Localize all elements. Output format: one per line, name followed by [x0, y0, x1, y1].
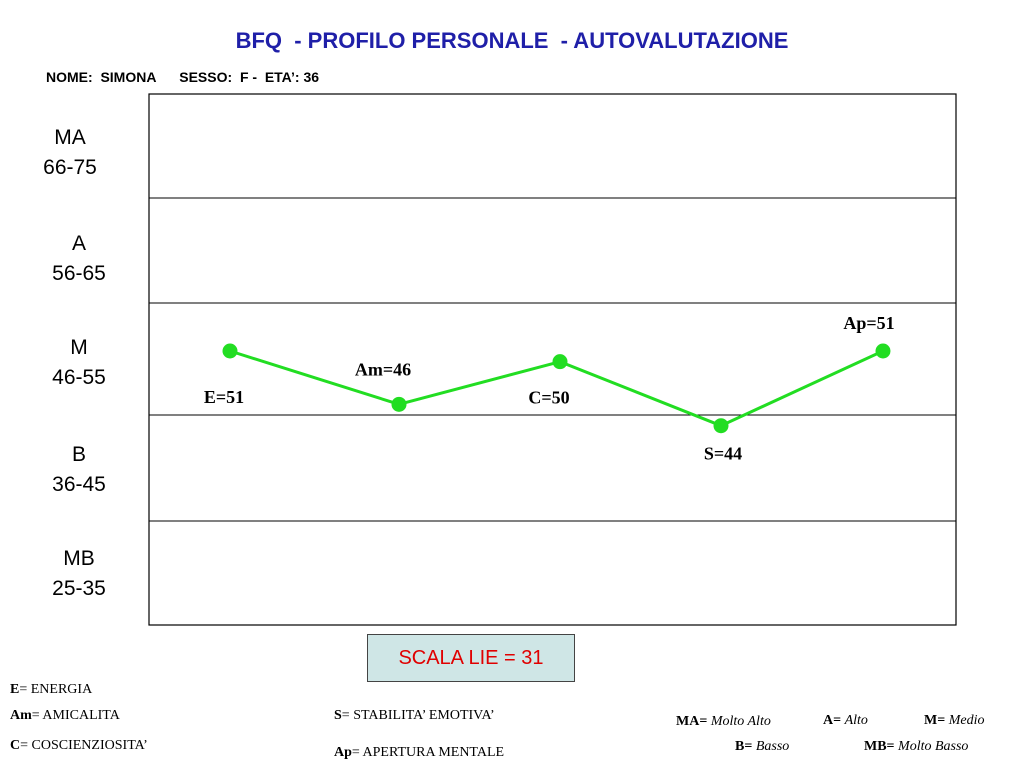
band-code: B	[71, 443, 86, 466]
legend-text: Alto	[844, 713, 868, 728]
legend-abbr: M=	[924, 713, 946, 728]
legend-text: = COSCIENZIOSITA’	[20, 738, 148, 753]
legend-level-a: A= Alto	[823, 713, 868, 729]
legend-item-s: S= STABILITA’ EMOTIVA’	[334, 708, 495, 724]
data-point-c	[552, 354, 568, 370]
legend-abbr: C	[10, 738, 21, 753]
legend-item-e: E= ENERGIA	[10, 682, 92, 698]
data-label-c: C=50	[528, 388, 569, 408]
legend-text: = APERTURA MENTALE	[351, 745, 505, 760]
legend-abbr: MA=	[676, 714, 708, 729]
data-label-s: S=44	[704, 444, 742, 464]
chart-frame	[148, 93, 957, 626]
legend-level-b: B= Basso	[735, 739, 789, 755]
subject-info: NOME: SIMONA SESSO: F - ETA’: 36	[46, 69, 320, 85]
legend-text: Molto Alto	[710, 714, 771, 729]
band-range: 36-45	[52, 473, 106, 496]
data-point-e	[222, 343, 238, 359]
legend-level-ma: MA= Molto Alto	[676, 714, 771, 730]
legend-level-m: M= Medio	[924, 713, 984, 729]
legend-abbr: B=	[735, 739, 753, 754]
legend-abbr: Ap	[334, 745, 352, 760]
band-label-mb: MB 25-35	[29, 544, 129, 604]
band-label-m: M 46-55	[29, 333, 129, 393]
data-label-ap: Ap=51	[843, 313, 894, 333]
band-range: 46-55	[52, 366, 106, 389]
legend-text: = AMICALITA	[31, 708, 120, 723]
band-code: A	[71, 232, 86, 255]
legend-item-c: C= COSCIENZIOSITA’	[10, 738, 148, 754]
data-point-am	[391, 396, 407, 412]
legend-abbr: S	[334, 708, 342, 723]
band-range: 66-75	[43, 156, 97, 179]
legend-text: Medio	[948, 713, 985, 728]
data-label-am: Am=46	[355, 359, 411, 379]
legend-abbr: Am	[10, 708, 32, 723]
band-code: MA	[54, 126, 86, 149]
legend-text: Basso	[755, 739, 790, 754]
data-point-ap	[875, 343, 891, 359]
page-title: BFQ - PROFILO PERSONALE - AUTOVALUTAZION…	[235, 28, 789, 53]
band-label-a: A 56-65	[29, 229, 129, 289]
legend-text: = ENERGIA	[19, 682, 93, 697]
legend-text: = STABILITA’ EMOTIVA’	[341, 708, 495, 723]
band-code: M	[70, 336, 88, 359]
band-code: MB	[63, 547, 95, 570]
legend-text: Molto Basso	[898, 739, 969, 754]
data-point-s	[713, 418, 729, 434]
scala-lie-box: SCALA LIE = 31	[367, 634, 575, 682]
legend-abbr: MB=	[864, 739, 895, 754]
legend-item-am: Am= AMICALITA	[10, 708, 120, 724]
legend-abbr: E	[10, 682, 20, 697]
band-label-ma: MA 66-75	[20, 123, 120, 183]
legend-abbr: A=	[823, 713, 842, 728]
data-label-e: E=51	[204, 387, 244, 407]
band-range: 56-65	[52, 262, 106, 285]
band-range: 25-35	[52, 577, 106, 600]
band-label-b: B 36-45	[29, 440, 129, 500]
legend-item-ap: Ap= APERTURA MENTALE	[334, 745, 504, 761]
legend-level-mb: MB= Molto Basso	[864, 739, 968, 755]
